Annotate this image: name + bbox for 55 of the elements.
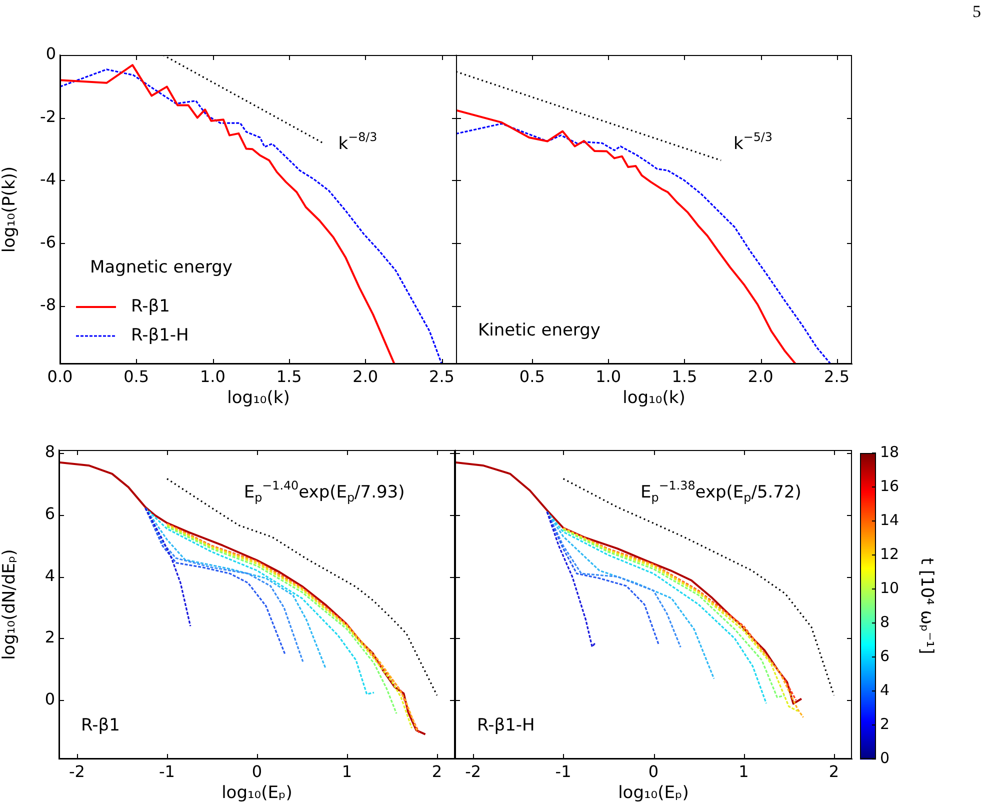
annotation: R-β1-H	[477, 715, 535, 736]
annotation: Kinetic energy	[478, 320, 600, 340]
x-axis-title: log₁₀(k)	[622, 388, 686, 408]
y-tick-label: 0	[46, 44, 56, 64]
x-axis-title: log₁₀(k)	[227, 388, 290, 408]
color-bar-label: 4	[880, 680, 890, 699]
y-tick-label: -4	[40, 170, 56, 189]
color-bar-label: 8	[880, 612, 890, 631]
x-tick-label: 1.5	[672, 366, 698, 386]
x-tick-label: 2.5	[429, 366, 454, 386]
x-tick-label: 1	[342, 762, 352, 781]
y-tick-label: -6	[40, 232, 56, 252]
color-bar-label: 12	[880, 544, 900, 563]
x-tick-label: 1	[738, 762, 749, 781]
y-tick-label: 6	[44, 504, 55, 524]
y-axis-title: log₁₀(P(k))	[0, 166, 20, 253]
x-tick-label: -1	[555, 762, 572, 781]
y-tick-label: 2	[44, 628, 55, 647]
text: 5	[972, 2, 981, 22]
color-bar-label: 10	[880, 578, 900, 597]
color-bar-label: 18	[880, 442, 900, 461]
x-tick-label: 1.0	[200, 366, 226, 386]
color-bar-label: 2	[880, 714, 890, 733]
x-tick-label: 0.5	[519, 366, 545, 386]
x-axis-title: log₁₀(Eₚ)	[618, 783, 689, 804]
legend-label: R-β1	[131, 296, 170, 316]
x-tick-label: 2	[828, 762, 840, 781]
x-tick-label: 0.0	[47, 366, 73, 386]
y-tick-label: -2	[40, 106, 56, 126]
x-tick-label: 0	[648, 762, 659, 781]
color-bar-label: 0	[880, 748, 890, 767]
x-tick-label: 1.0	[596, 366, 622, 386]
x-tick-label: 1.5	[276, 366, 302, 386]
x-tick-label: -1	[159, 762, 175, 781]
annotation: R-β1	[81, 715, 120, 736]
color-bar-title: t [10⁴ ωₚ⁻¹]	[916, 558, 937, 654]
x-tick-label: 2.0	[748, 366, 774, 386]
x-tick-label: -2	[465, 762, 482, 781]
x-axis-title: log₁₀(Eₚ)	[222, 783, 292, 804]
x-tick-label: 2	[432, 762, 442, 781]
color-bar-label: 6	[880, 646, 890, 665]
legend-label: R-β1-H	[131, 325, 189, 346]
color-bar-label: 16	[880, 476, 900, 495]
x-tick-label: 2.5	[824, 366, 850, 386]
x-tick-label: -2	[69, 762, 85, 781]
y-tick-label: 8	[44, 442, 55, 462]
x-tick-label: 0.5	[124, 366, 150, 386]
x-tick-label: 0	[252, 762, 262, 781]
y-tick-label: 0	[44, 689, 55, 708]
y-axis-title: log₁₀(dN/dEₚ)	[0, 549, 20, 660]
legend-title: Magnetic energy	[90, 257, 232, 278]
color-bar-label: 14	[880, 510, 900, 529]
x-tick-label: 2.0	[352, 366, 378, 386]
y-tick-label: 4	[44, 566, 55, 585]
y-tick-label: -8	[40, 295, 56, 314]
